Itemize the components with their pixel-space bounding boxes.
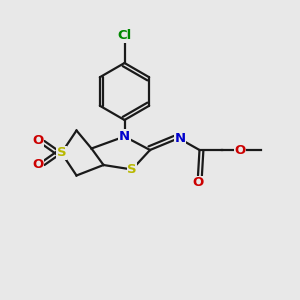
Text: S: S	[127, 163, 137, 176]
Text: O: O	[32, 158, 44, 172]
Text: O: O	[32, 134, 44, 148]
Text: N: N	[174, 131, 186, 145]
Text: S: S	[57, 146, 66, 160]
Text: N: N	[119, 130, 130, 143]
Text: O: O	[234, 143, 246, 157]
Text: O: O	[192, 176, 204, 190]
Text: Cl: Cl	[117, 29, 132, 42]
